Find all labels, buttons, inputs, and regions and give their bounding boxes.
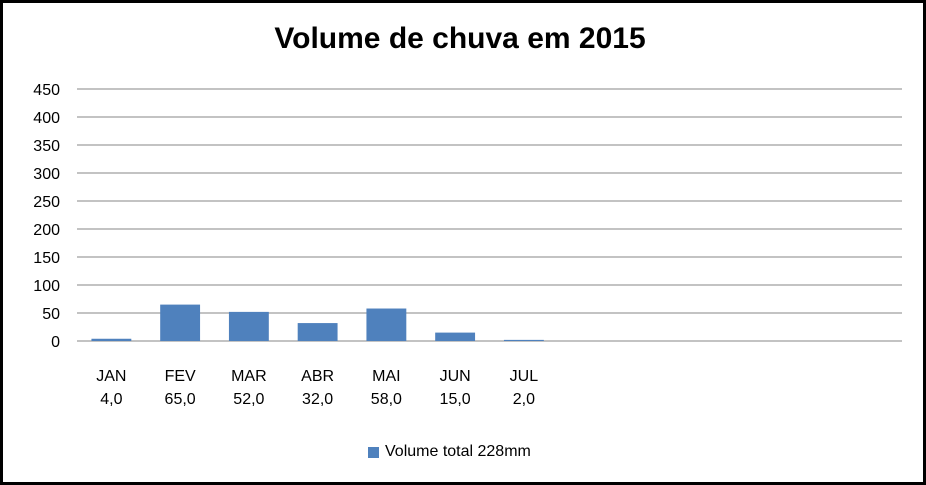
y-tick-label: 100 — [33, 278, 60, 295]
x-category-label: ABR — [301, 368, 334, 385]
y-tick-label: 350 — [33, 138, 60, 155]
bar — [91, 338, 132, 341]
y-tick-label: 150 — [33, 250, 60, 267]
x-value-label: 52,0 — [233, 391, 264, 408]
bar — [366, 308, 407, 341]
x-value-label: 15,0 — [440, 391, 471, 408]
bar — [435, 332, 476, 341]
x-value-label: 2,0 — [513, 391, 535, 408]
y-tick-label: 400 — [33, 110, 60, 127]
y-tick-label: 300 — [33, 166, 60, 183]
chart-legend: Volume total 228mm — [368, 443, 531, 461]
bar — [503, 339, 544, 341]
y-tick-label: 450 — [33, 82, 60, 99]
x-category-label: MAI — [372, 368, 400, 385]
bar — [297, 323, 338, 341]
legend-swatch — [368, 446, 379, 458]
y-tick-label: 0 — [51, 334, 60, 351]
x-category-label: JAN — [96, 368, 126, 385]
x-value-label: 32,0 — [302, 391, 333, 408]
x-value-label: 4,0 — [100, 391, 122, 408]
x-category-label: FEV — [165, 368, 196, 385]
legend-label: Volume total 228mm — [385, 443, 531, 460]
y-tick-label: 200 — [33, 222, 60, 239]
x-category-label: MAR — [231, 368, 267, 385]
x-category-label: JUN — [440, 368, 471, 385]
x-category-label: JUL — [510, 368, 539, 385]
bar — [228, 311, 269, 341]
x-value-label: 58,0 — [371, 391, 402, 408]
x-value-label: 65,0 — [165, 391, 196, 408]
y-tick-label: 250 — [33, 194, 60, 211]
y-tick-label: 50 — [42, 306, 60, 323]
chart-title: Volume de chuva em 2015 — [274, 22, 646, 55]
bar — [160, 304, 201, 341]
